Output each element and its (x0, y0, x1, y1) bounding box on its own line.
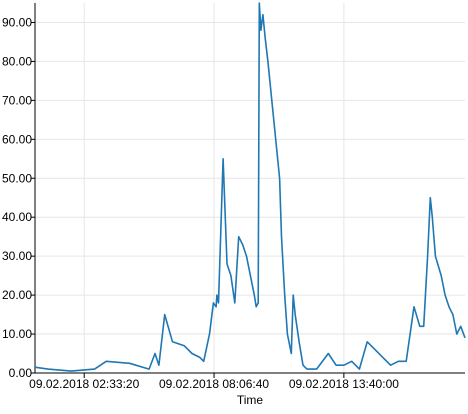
x-tick-label: 09.02.2018 08:06:40 (159, 377, 269, 391)
y-tick-label: 0.00 (9, 366, 33, 380)
y-tick-label: 40.00 (2, 210, 32, 224)
x-axis-title: Time (237, 393, 264, 407)
y-tick-label: 60.00 (2, 132, 32, 146)
x-tick-label: 09.02.2018 02:33:20 (29, 377, 139, 391)
grid-layer (35, 3, 465, 374)
y-tick-label: 10.00 (2, 327, 32, 341)
y-tick-label: 80.00 (2, 54, 32, 68)
y-tick-label: 50.00 (2, 171, 32, 185)
x-tick-label: 09.02.2018 13:40:00 (289, 377, 399, 391)
y-tick-label: 30.00 (2, 249, 32, 263)
y-tick-label: 70.00 (2, 93, 32, 107)
series-layer (34, 2, 466, 372)
axes-layer (31, 3, 465, 378)
series-line (34, 2, 466, 372)
y-tick-label: 20.00 (2, 288, 32, 302)
labels-layer: 0.00 10.00 20.00 30.00 40.00 50.00 60.00 70.00 8… (2, 15, 399, 391)
y-tick-label: 90.00 (2, 15, 32, 29)
